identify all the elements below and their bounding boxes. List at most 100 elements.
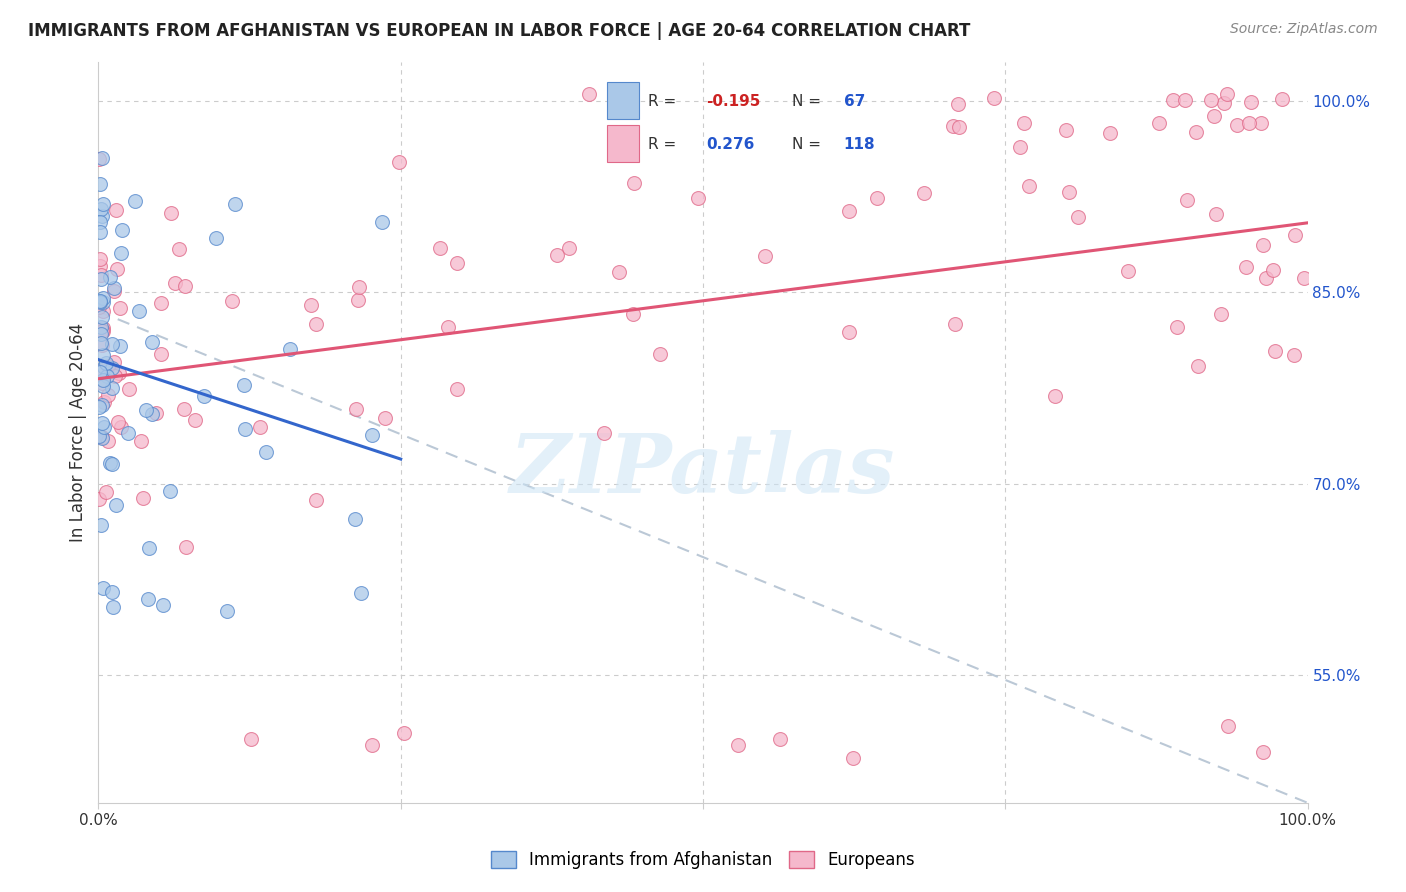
- Point: [105, 262, 128, 277]
- Point: [94, 484, 117, 499]
- Point: [89, 214, 111, 228]
- Point: [370, 215, 392, 229]
- Point: [138, 541, 160, 556]
- Point: [97, 388, 120, 402]
- Point: [90, 320, 112, 334]
- Point: [1240, 95, 1263, 109]
- Point: [101, 360, 124, 375]
- Point: [942, 120, 965, 134]
- Point: [101, 585, 124, 599]
- Point: [205, 230, 228, 244]
- Point: [838, 325, 860, 339]
- Point: [1237, 115, 1260, 129]
- Point: [1098, 127, 1121, 141]
- Point: [91, 310, 114, 324]
- Point: [1008, 140, 1031, 154]
- Point: [91, 373, 114, 387]
- Point: [1251, 238, 1274, 252]
- Point: [141, 407, 163, 421]
- Point: [89, 268, 111, 282]
- Point: [1199, 93, 1222, 107]
- Point: [1161, 93, 1184, 107]
- Point: [1202, 109, 1225, 123]
- Point: [1057, 185, 1080, 199]
- Point: [90, 272, 112, 286]
- Point: [593, 425, 616, 440]
- Point: [1213, 96, 1236, 111]
- Point: [224, 197, 246, 211]
- Point: [623, 176, 645, 190]
- Point: [1116, 264, 1139, 278]
- Point: [149, 296, 172, 310]
- Point: [184, 413, 207, 427]
- Point: [446, 256, 468, 270]
- Point: [110, 245, 132, 260]
- Point: [101, 336, 124, 351]
- Point: [1215, 87, 1237, 102]
- Point: [621, 308, 644, 322]
- Point: [374, 410, 396, 425]
- Point: [129, 434, 152, 448]
- Point: [249, 420, 271, 434]
- Point: [305, 317, 328, 331]
- Legend: Immigrants from Afghanistan, Europeans: Immigrants from Afghanistan, Europeans: [484, 845, 922, 876]
- Point: [254, 444, 277, 458]
- Point: [93, 395, 115, 409]
- Point: [103, 284, 125, 298]
- Point: [93, 359, 115, 374]
- Point: [686, 191, 709, 205]
- Point: [103, 280, 125, 294]
- Point: [89, 177, 111, 191]
- Point: [1174, 93, 1197, 107]
- Point: [128, 303, 150, 318]
- Point: [215, 604, 238, 618]
- Point: [90, 517, 112, 532]
- Point: [1187, 359, 1209, 373]
- Point: [110, 419, 132, 434]
- Point: [91, 291, 114, 305]
- Point: [107, 415, 129, 429]
- Point: [1226, 118, 1249, 132]
- Point: [110, 301, 132, 316]
- Point: [108, 366, 131, 380]
- Point: [89, 365, 111, 379]
- Point: [650, 346, 672, 360]
- Point: [90, 335, 112, 350]
- Point: [91, 430, 114, 444]
- Point: [90, 202, 112, 217]
- Point: [132, 491, 155, 505]
- Point: [89, 225, 111, 239]
- Point: [103, 599, 125, 614]
- Point: [727, 739, 749, 753]
- Point: [91, 324, 114, 338]
- Point: [842, 751, 865, 765]
- Point: [446, 382, 468, 396]
- Point: [1271, 92, 1294, 106]
- Point: [89, 294, 111, 309]
- Point: [89, 293, 111, 308]
- Point: [141, 335, 163, 350]
- Point: [150, 347, 173, 361]
- Point: [104, 202, 127, 217]
- Point: [866, 191, 889, 205]
- Point: [94, 356, 117, 370]
- Point: [98, 270, 121, 285]
- Point: [1054, 123, 1077, 137]
- Point: [558, 241, 581, 255]
- Point: [104, 369, 127, 384]
- Point: [578, 87, 600, 102]
- Point: [110, 223, 132, 237]
- Point: [299, 298, 322, 312]
- Point: [87, 492, 110, 507]
- Point: [91, 304, 114, 318]
- Point: [104, 498, 127, 512]
- Point: [103, 355, 125, 369]
- Point: [1251, 745, 1274, 759]
- Point: [87, 428, 110, 442]
- Point: [546, 248, 568, 262]
- Point: [360, 739, 382, 753]
- Point: [1284, 228, 1306, 243]
- Point: [1166, 320, 1188, 334]
- Point: [1045, 389, 1067, 403]
- Point: [388, 154, 411, 169]
